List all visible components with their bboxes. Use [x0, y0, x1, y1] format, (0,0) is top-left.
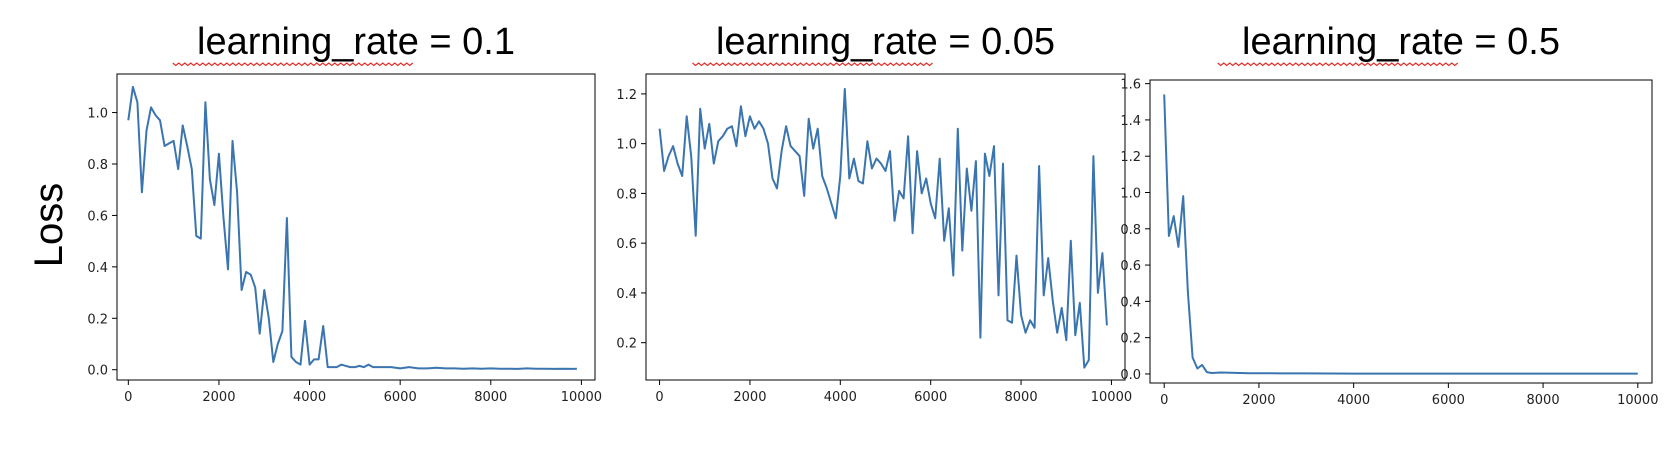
- subplot-lr-0.5: learning_rate = 0.5 0 2000 4000 6000 8000 1000…: [1120, 21, 1658, 408]
- loss-series-line: [658, 87, 1108, 369]
- x-tick-label: 10000: [561, 390, 602, 405]
- x-tick-label: 8000: [474, 390, 507, 405]
- spellcheck-underline: [1217, 62, 1459, 67]
- x-tick-label: 6000: [384, 390, 417, 405]
- y-tick-label: 0.4: [87, 261, 108, 276]
- y-tick-label: 0.4: [616, 287, 637, 302]
- y-tick-label: 0.8: [87, 158, 108, 173]
- x-tick-label: 4000: [293, 390, 326, 405]
- x-tick-label: 0: [124, 390, 132, 405]
- subplot-title: learning_rate = 0.05: [716, 21, 1055, 63]
- subplot-lr-0.05: learning_rate = 0.05 0 2000 4000 6000 8000 100…: [616, 21, 1132, 405]
- y-tick-label: 0.4: [1120, 295, 1141, 310]
- axes-frame: [116, 73, 596, 381]
- y-tick-label: 0.6: [616, 237, 637, 252]
- x-tick-label: 0: [1160, 393, 1168, 408]
- x-tick-label: 2000: [733, 390, 766, 405]
- x-tick-label: 6000: [914, 390, 947, 405]
- x-tick-label: 8000: [1527, 393, 1560, 408]
- y-tick-label: 1.2: [1120, 150, 1141, 165]
- x-tick-label: 0: [655, 390, 663, 405]
- x-tick-label: 6000: [1432, 393, 1465, 408]
- loss-series-line: [127, 85, 577, 370]
- x-tick-label: 4000: [1337, 393, 1370, 408]
- y-tick-label: 0.0: [1120, 368, 1141, 383]
- y-tick-label: 0.8: [1120, 223, 1141, 238]
- subplot-title: learning_rate = 0.5: [1242, 21, 1560, 63]
- y-tick-label: 0.2: [87, 312, 108, 327]
- subplot-lr-0.1: learning_rate = 0.1 0 2000 4000 6000 8000 1000…: [87, 21, 602, 405]
- y-tick-label: 1.0: [87, 107, 108, 122]
- y-tick-label: 0.0: [87, 364, 108, 379]
- loss-series-line: [1163, 94, 1638, 375]
- x-tick-label: 2000: [1242, 393, 1275, 408]
- y-tick-label: 1.2: [616, 88, 637, 103]
- y-tick-label: 1.0: [1120, 186, 1141, 201]
- axes-frame: [1149, 79, 1653, 384]
- y-tick-label: 0.2: [616, 337, 637, 352]
- y-tick-label: 1.4: [1120, 114, 1141, 129]
- x-tick-label: 2000: [202, 390, 235, 405]
- y-tick-label: 1.0: [616, 138, 637, 153]
- y-tick-label: 1.6: [1120, 78, 1141, 93]
- axes-frame: [645, 73, 1126, 381]
- spellcheck-underline: [692, 62, 933, 67]
- y-tick-label: 0.6: [1120, 259, 1141, 274]
- y-tick-label: 0.8: [616, 187, 637, 202]
- x-tick-label: 10000: [1091, 390, 1132, 405]
- subplot-title: learning_rate = 0.1: [197, 21, 515, 63]
- y-tick-label: 0.6: [87, 209, 108, 224]
- spellcheck-underline: [172, 62, 414, 67]
- x-tick-label: 8000: [1005, 390, 1038, 405]
- figure-ylabel: Loss: [27, 183, 71, 268]
- y-tick-label: 0.2: [1120, 332, 1141, 347]
- x-tick-label: 10000: [1617, 393, 1658, 408]
- x-tick-label: 4000: [824, 390, 857, 405]
